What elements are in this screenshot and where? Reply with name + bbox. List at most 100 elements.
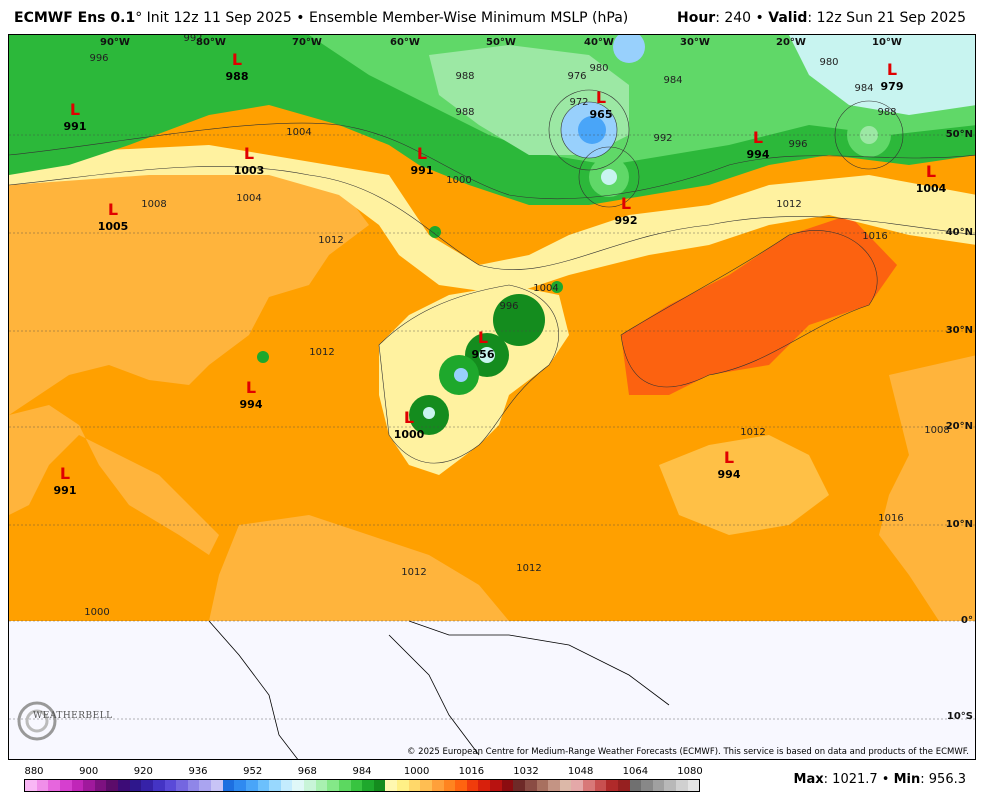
model-name: ECMWF Ens 0.1: [14, 10, 136, 26]
isobar-value-label: 1012: [516, 563, 541, 574]
colorbar-swatch: [478, 780, 490, 791]
colorbar-swatch: [362, 780, 374, 791]
low-pressure-value: 988: [226, 70, 249, 83]
colorbar-swatch: [304, 780, 316, 791]
isobar-value-label: 996: [89, 53, 108, 64]
logo-text: WEATHERBELL: [33, 711, 113, 721]
low-marker-letter: L: [926, 162, 936, 181]
map-panel[interactable]: L 988 L 991 L 1003 L 1005 L 991 L 965 L 992 L 994 L 979 L 1…: [8, 34, 976, 760]
isobar-value-label: 1012: [776, 199, 801, 210]
colorbar-swatch: [536, 780, 549, 791]
isobar-value-label: 976: [567, 71, 586, 82]
pale-band-north: [9, 145, 975, 295]
longitude-label: 40°W: [584, 37, 614, 48]
longitude-label: 10°W: [872, 37, 902, 48]
min-label: Min: [893, 772, 921, 787]
colorbar-tick-label: 1016: [458, 766, 485, 777]
colorbar-swatch: [559, 780, 572, 791]
hour-label: Hour: [676, 10, 716, 26]
low-pressure-value: 991: [54, 484, 77, 497]
isobar-value-label: 992: [183, 35, 202, 44]
isobar-value-label: 1012: [401, 567, 426, 578]
low-pressure-value: 979: [881, 80, 904, 93]
longitude-labels: 90°W 80°W 70°W 60°W 50°W 40°W 30°W 20°W 10°W: [100, 37, 902, 48]
colorbar-swatch: [652, 780, 665, 791]
colorbar-swatch: [152, 780, 165, 791]
isobar-value-label: 1012: [309, 347, 334, 358]
low-pressure-value: 991: [64, 120, 87, 133]
latitude-label: 0°: [961, 615, 973, 626]
colorbar-swatch: [141, 780, 153, 791]
isobar-value-label: 1012: [740, 427, 765, 438]
max-label: Max: [793, 772, 824, 787]
colorbar-swatch: [408, 780, 421, 791]
isobar-value-label: 1000: [84, 607, 109, 618]
colorbar-swatch: [199, 780, 211, 791]
latitude-label: 20°N: [946, 421, 973, 432]
colorbar-swatch: [222, 780, 235, 791]
mexico-land: [9, 405, 219, 555]
low-pressure-value: 994: [240, 398, 263, 411]
latitude-label: 10°N: [946, 519, 973, 530]
colorbar-swatch: [443, 780, 456, 791]
map-title: ECMWF Ens 0.1° Init 12z 11 Sep 2025 • En…: [14, 10, 628, 26]
colorbar-swatch: [292, 780, 304, 791]
colorbar-swatch: [187, 780, 200, 791]
max-value: : 1021.7: [823, 772, 878, 787]
colorbar-swatch: [606, 780, 618, 791]
low-pressure-value: 1000: [394, 428, 425, 441]
hour-value: : 240: [715, 10, 752, 26]
longitude-label: 50°W: [486, 37, 516, 48]
south-america-land: [209, 515, 509, 621]
isobar-value-label: 1012: [318, 235, 343, 246]
low-marker-letter: L: [621, 194, 631, 213]
low-marker-letter: L: [478, 328, 488, 347]
low-marker-letter: L: [70, 100, 80, 119]
south-america-outline: [208, 620, 670, 759]
colorbar-swatch: [431, 780, 444, 791]
low-pressure-value: 994: [718, 468, 741, 481]
bullet-separator-2: •: [755, 10, 764, 26]
low-marker-letter: L: [244, 144, 254, 163]
readout-separator: •: [881, 772, 890, 787]
isobar-value-label: 1016: [878, 513, 903, 524]
colorbar-swatch: [338, 780, 351, 791]
colorbar-swatch: [501, 780, 514, 791]
colorbar-swatch: [59, 780, 72, 791]
colorbar-swatch: [548, 780, 560, 791]
colorbar-swatch: [676, 780, 688, 791]
min-value: : 956.3: [920, 772, 966, 787]
longitude-label: 30°W: [680, 37, 710, 48]
low-marker-letter: L: [404, 408, 414, 427]
colorbar-tick-label: 1064: [622, 766, 649, 777]
colorbar-swatch: [385, 780, 397, 791]
max-min-readout: Max: 1021.7 • Min: 956.3: [794, 772, 966, 787]
isobar-value-label: 984: [663, 75, 682, 86]
colorbar-labels: 880 900 920 936 952 968 984 1000 1016 1032 1048 106…: [24, 766, 703, 778]
colorbar-tick-label: 900: [79, 766, 99, 777]
low-pressure-value: 956: [472, 348, 495, 361]
cyclone-d-core: [423, 407, 435, 419]
low-marker-letter: L: [417, 144, 427, 163]
colorbar-swatch: [106, 780, 118, 791]
pale-zone-east: [659, 435, 829, 535]
colorbar-swatch: [94, 780, 107, 791]
colorbar-tick-label: 1080: [677, 766, 703, 777]
colorbar-swatch: [629, 780, 642, 791]
low-marker-letter: L: [246, 378, 256, 397]
cyclone-c-core: [454, 368, 468, 382]
degree-sign: °: [135, 10, 143, 26]
colorbar-swatch: [234, 780, 246, 791]
low-marker-letter: L: [724, 448, 734, 467]
colorbar-tick-label: 936: [188, 766, 208, 777]
longitude-label: 60°W: [390, 37, 420, 48]
deep-low-inner: [578, 116, 606, 144]
colorbar: [24, 779, 700, 792]
valid-value: : 12z Sun 21 Sep 2025: [807, 10, 966, 26]
colorbar-swatch: [350, 780, 363, 791]
high-pressure-ridge: [621, 215, 897, 395]
isobar-value-label: 996: [499, 301, 518, 312]
low-marker-letter: L: [232, 50, 242, 69]
isobar-value-label: 972: [569, 97, 588, 108]
longitude-label: 20°W: [776, 37, 806, 48]
